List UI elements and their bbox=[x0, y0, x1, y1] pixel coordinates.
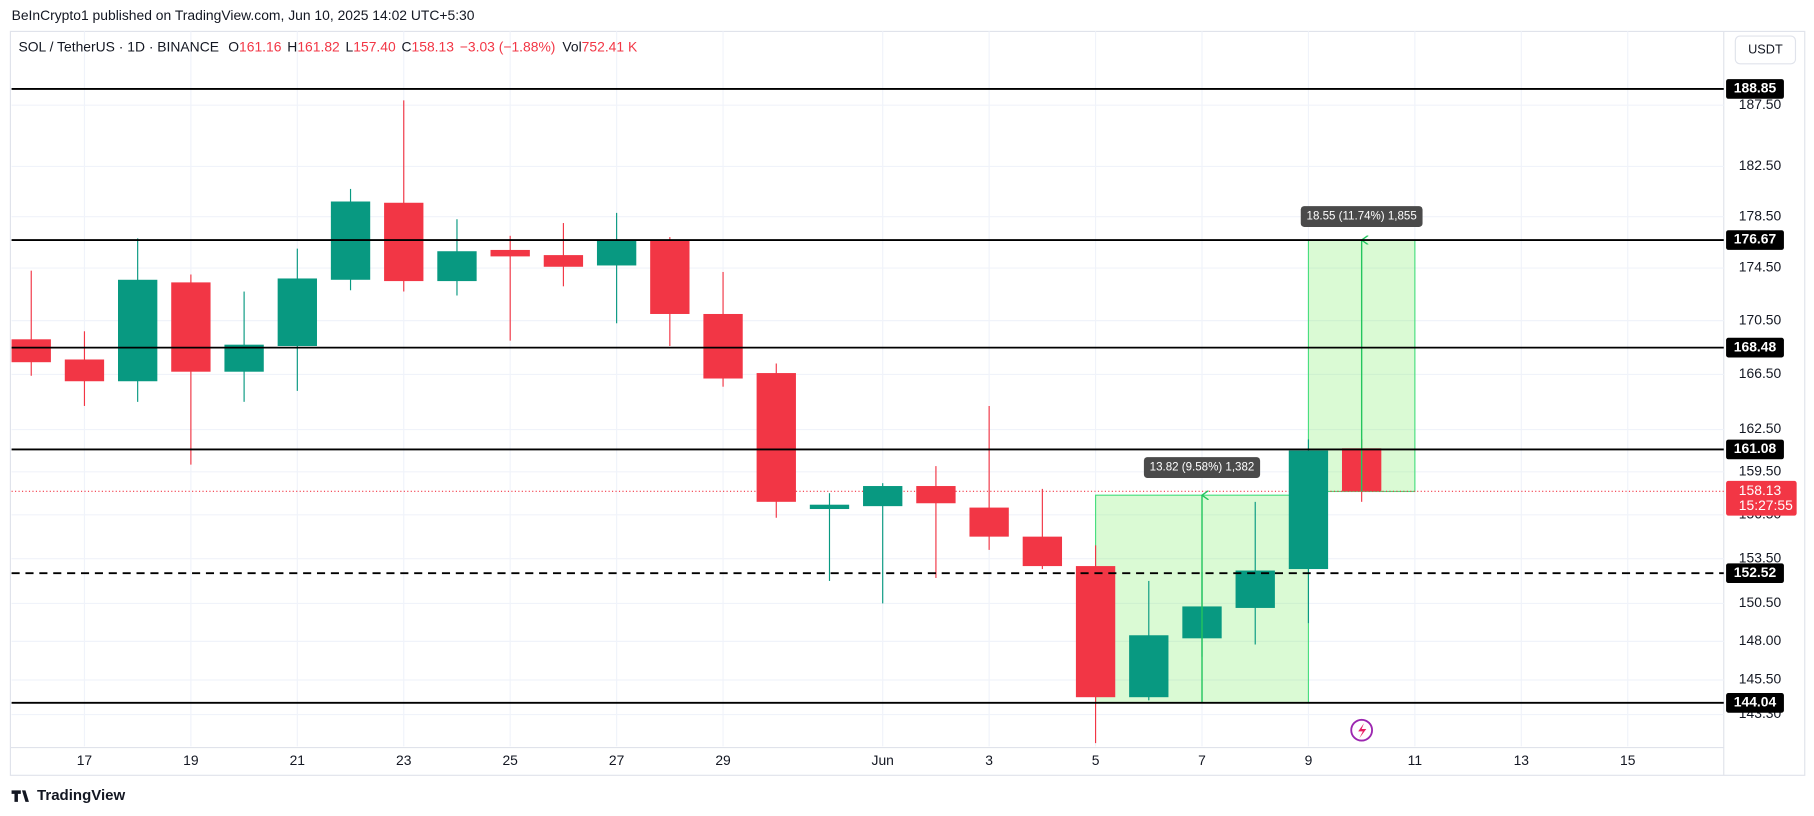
grid bbox=[11, 31, 1724, 747]
candle-body bbox=[543, 255, 584, 267]
y-tick-label: 148.00 bbox=[1739, 632, 1782, 648]
price-axis: 187.50 182.50 178.50 174.50 170.50 166.50 162.… bbox=[1726, 79, 1797, 721]
y-tick-label: 187.50 bbox=[1739, 96, 1782, 112]
measure-label-bg bbox=[1300, 206, 1423, 227]
x-tick-label: 15 bbox=[1620, 752, 1636, 768]
y-tick-label: 145.50 bbox=[1739, 671, 1782, 687]
y-tick-label: 159.50 bbox=[1739, 462, 1782, 478]
legend-value: 158.13 bbox=[412, 38, 455, 54]
candle-body bbox=[171, 282, 211, 372]
level-label-bg bbox=[1726, 563, 1784, 584]
symbol-title: SOL / TetherUS · 1D · BINANCE bbox=[19, 38, 219, 54]
x-tick-label: 27 bbox=[609, 752, 625, 768]
legend-key: C bbox=[402, 38, 412, 54]
legend-value: 161.82 bbox=[297, 38, 340, 54]
footer-logo: TradingView bbox=[11, 787, 126, 804]
candle-body bbox=[650, 240, 690, 314]
y-tick-label: 166.50 bbox=[1739, 365, 1782, 381]
candle-body bbox=[916, 486, 956, 504]
candle-body bbox=[64, 359, 105, 382]
x-tick-label: 11 bbox=[1408, 752, 1423, 768]
last-price-label: 158.13 bbox=[1739, 482, 1782, 498]
x-tick-label: 17 bbox=[77, 752, 93, 768]
candle-body bbox=[437, 251, 477, 282]
x-tick-label: 29 bbox=[715, 752, 731, 768]
legend-volume-value: 752.41 K bbox=[582, 38, 638, 54]
y-tick-label: 178.50 bbox=[1739, 207, 1782, 223]
x-tick-label: 19 bbox=[183, 752, 199, 768]
candle-body bbox=[224, 344, 264, 372]
symbol-legend: SOL / TetherUS · 1D · BINANCE O 161.16 H 16… bbox=[19, 38, 638, 54]
candle-body bbox=[1288, 450, 1329, 570]
level-label: 168.48 bbox=[1734, 338, 1777, 354]
level-label-bg bbox=[1726, 693, 1784, 713]
candle-body bbox=[1129, 635, 1169, 698]
plot-area: 17 19 21 23 25 27 29 Jun 3 5 7 9 11 13 15 13.82 (9.58%)… bbox=[11, 88, 1724, 768]
footer-brand: TradingView bbox=[37, 787, 125, 804]
level-label-bg bbox=[1726, 230, 1784, 250]
legend-key: O bbox=[228, 38, 239, 54]
measure-label: 13.82 (9.58%) 1,382 bbox=[1150, 462, 1255, 474]
candle-body bbox=[490, 249, 530, 257]
x-tick-label: 21 bbox=[290, 752, 306, 768]
candle-body bbox=[969, 507, 1009, 537]
candle-body bbox=[809, 504, 850, 510]
legend-change: −3.03 (−1.88%) bbox=[460, 38, 556, 54]
x-tick-label: 5 bbox=[1092, 752, 1100, 768]
x-tick-label: 3 bbox=[985, 752, 993, 768]
publisher-header: BeInCrypto1 published on TradingView.com… bbox=[12, 7, 475, 23]
currency-label: USDT bbox=[1748, 41, 1783, 56]
level-label-bg bbox=[1726, 439, 1784, 460]
candle-body bbox=[596, 239, 637, 266]
countdown-label: 15:27:55 bbox=[1739, 497, 1793, 513]
y-tick-label: 170.50 bbox=[1739, 311, 1782, 327]
legend-value: 161.16 bbox=[239, 38, 282, 54]
x-tick-label: 23 bbox=[396, 752, 412, 768]
candle-body bbox=[703, 313, 743, 379]
y-tick-label: 182.50 bbox=[1739, 157, 1782, 173]
alert-icon bbox=[1350, 718, 1373, 742]
candle-body bbox=[384, 202, 424, 282]
last-price-bg bbox=[1726, 480, 1797, 516]
candle-body bbox=[118, 279, 158, 382]
level-label-bg bbox=[1726, 337, 1784, 358]
level-label: 144.04 bbox=[1734, 694, 1777, 710]
candle-body bbox=[863, 486, 903, 507]
level-label-bg bbox=[1726, 79, 1784, 99]
level-label: 176.67 bbox=[1734, 231, 1777, 247]
legend-volume-key: Vol bbox=[562, 38, 581, 54]
measure-label: 18.55 (11.74%) 1,855 bbox=[1307, 211, 1417, 223]
candle-body bbox=[1075, 566, 1116, 698]
level-label: 188.85 bbox=[1734, 80, 1777, 96]
candle-body bbox=[1235, 570, 1275, 608]
candle-body bbox=[11, 339, 51, 363]
legend-value: 157.40 bbox=[353, 38, 396, 54]
y-tick-label: 153.50 bbox=[1739, 549, 1782, 565]
level-label: 161.08 bbox=[1734, 440, 1777, 456]
level-label: 152.52 bbox=[1734, 564, 1777, 580]
y-tick-label: 150.50 bbox=[1739, 594, 1782, 610]
measure-label-bg bbox=[1143, 457, 1261, 478]
legend-key: H bbox=[287, 38, 297, 54]
y-tick-label: 174.50 bbox=[1739, 259, 1782, 275]
legend-key: L bbox=[346, 38, 354, 54]
x-tick-label: Jun bbox=[872, 752, 894, 768]
chart-frame bbox=[9, 30, 1806, 776]
x-tick-label: 9 bbox=[1305, 752, 1313, 768]
x-tick-label: 7 bbox=[1198, 752, 1206, 768]
currency-button[interactable] bbox=[1734, 35, 1797, 65]
y-tick-label: 162.50 bbox=[1739, 420, 1782, 436]
x-tick-label: 13 bbox=[1514, 752, 1530, 768]
candle-body bbox=[277, 278, 317, 347]
candle-body bbox=[756, 373, 796, 502]
x-tick-label: 25 bbox=[502, 752, 518, 768]
candle-body bbox=[1022, 536, 1063, 567]
